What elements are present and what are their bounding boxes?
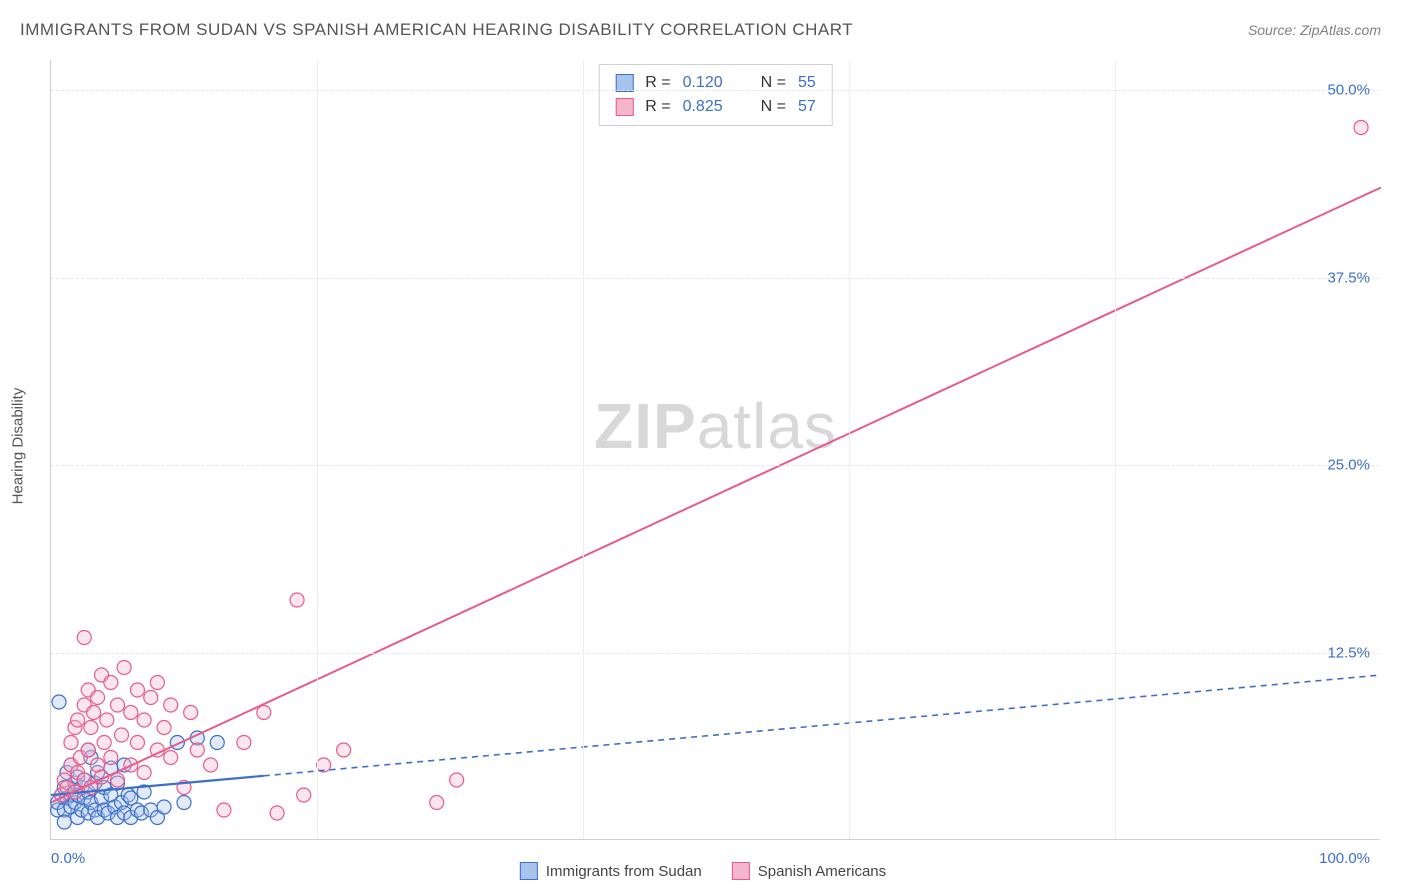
stats-legend: R = 0.120 N = 55 R = 0.825 N = 57 [598, 64, 833, 126]
chart-svg [51, 60, 1380, 839]
stats-legend-row: R = 0.120 N = 55 [615, 71, 816, 95]
r-label: R = [645, 71, 670, 95]
scatter-point [91, 691, 105, 705]
n-label: N = [761, 95, 786, 119]
trend-line [51, 188, 1381, 803]
legend-swatch [732, 862, 750, 880]
n-value: 57 [798, 95, 816, 119]
scatter-point [84, 721, 98, 735]
scatter-point [87, 706, 101, 720]
scatter-point [297, 788, 311, 802]
scatter-point [204, 758, 218, 772]
scatter-point [177, 796, 191, 810]
scatter-point [184, 706, 198, 720]
y-tick-label: 50.0% [1327, 82, 1370, 99]
scatter-point [210, 736, 224, 750]
scatter-point [290, 593, 304, 607]
stats-legend-row: R = 0.825 N = 57 [615, 95, 816, 119]
bottom-legend: Immigrants from Sudan Spanish Americans [520, 862, 886, 880]
r-value: 0.825 [683, 95, 723, 119]
x-tick-min: 0.0% [51, 850, 85, 867]
y-tick-label: 25.0% [1327, 457, 1370, 474]
scatter-point [97, 736, 111, 750]
scatter-point [71, 713, 85, 727]
scatter-point [1354, 121, 1368, 135]
scatter-point [137, 713, 151, 727]
gridline-v [583, 60, 584, 839]
legend-item: Spanish Americans [732, 862, 886, 880]
scatter-point [270, 806, 284, 820]
gridline-h [51, 278, 1380, 279]
legend-swatch [520, 862, 538, 880]
scatter-point [130, 736, 144, 750]
gridline-h [51, 90, 1380, 91]
scatter-point [64, 736, 78, 750]
trend-line-dashed [264, 675, 1381, 776]
scatter-point [130, 683, 144, 697]
gridline-v [1115, 60, 1116, 839]
r-value: 0.120 [683, 71, 723, 95]
scatter-point [237, 736, 251, 750]
scatter-point [100, 713, 114, 727]
x-tick-max: 100.0% [1319, 850, 1370, 867]
scatter-point [137, 766, 151, 780]
scatter-point [117, 661, 131, 675]
scatter-point [77, 631, 91, 645]
chart-title: IMMIGRANTS FROM SUDAN VS SPANISH AMERICA… [20, 20, 853, 40]
scatter-point [111, 698, 125, 712]
scatter-point [164, 751, 178, 765]
legend-label: Spanish Americans [758, 863, 886, 880]
y-tick-label: 12.5% [1327, 644, 1370, 661]
legend-label: Immigrants from Sudan [546, 863, 702, 880]
scatter-point [57, 815, 71, 829]
scatter-point [104, 751, 118, 765]
legend-item: Immigrants from Sudan [520, 862, 702, 880]
legend-swatch [615, 98, 633, 116]
scatter-point [337, 743, 351, 757]
scatter-point [114, 728, 128, 742]
scatter-point [157, 721, 171, 735]
scatter-point [257, 706, 271, 720]
scatter-point [430, 796, 444, 810]
scatter-point [124, 706, 138, 720]
gridline-h [51, 465, 1380, 466]
scatter-point [144, 691, 158, 705]
source-attribution: Source: ZipAtlas.com [1248, 22, 1381, 38]
y-axis-label: Hearing Disability [10, 388, 27, 505]
gridline-v [849, 60, 850, 839]
gridline-h [51, 653, 1380, 654]
scatter-point [450, 773, 464, 787]
scatter-point [157, 800, 171, 814]
gridline-v [317, 60, 318, 839]
scatter-point [52, 695, 66, 709]
scatter-point [150, 676, 164, 690]
scatter-point [217, 803, 231, 817]
n-value: 55 [798, 71, 816, 95]
plot-area: ZIPatlas R =0.120N =55R =0.825N =57 0.0%… [50, 60, 1380, 840]
y-tick-label: 37.5% [1327, 269, 1370, 286]
scatter-point [81, 743, 95, 757]
n-label: N = [761, 71, 786, 95]
r-label: R = [645, 95, 670, 119]
scatter-point [104, 676, 118, 690]
scatter-point [164, 698, 178, 712]
scatter-point [190, 743, 204, 757]
